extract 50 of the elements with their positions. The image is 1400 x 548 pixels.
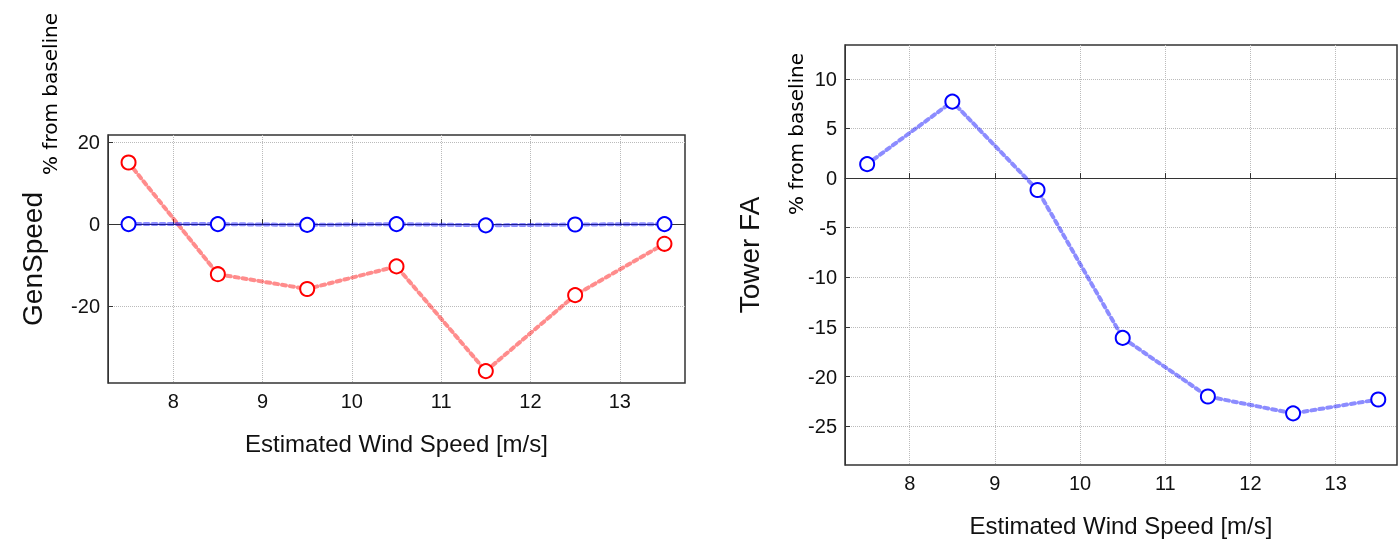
point xyxy=(859,156,876,173)
point xyxy=(944,93,961,110)
text: % from baseline xyxy=(38,12,62,175)
y-tick-label: 0 xyxy=(88,213,100,236)
y-tick-label: -10 xyxy=(808,266,837,289)
y-tick-label: 5 xyxy=(825,117,837,140)
point xyxy=(120,216,137,233)
y-tick-label: -20 xyxy=(808,365,837,388)
point xyxy=(656,235,673,252)
point xyxy=(477,217,494,234)
x-tick-label: 13 xyxy=(1324,472,1347,494)
text: % from baseline xyxy=(784,52,808,215)
y-tick-label: 20 xyxy=(77,130,100,153)
x-axis-title: Estimated Wind Speed [m/s] xyxy=(245,429,548,457)
x-tick-label: 9 xyxy=(989,472,1001,494)
y-tick-label: -15 xyxy=(808,315,837,338)
point xyxy=(567,216,584,233)
x-tick-label: 11 xyxy=(1154,472,1176,494)
x-tick-label: 10 xyxy=(1068,472,1092,494)
point xyxy=(299,280,316,297)
point xyxy=(477,363,494,380)
point xyxy=(209,216,226,233)
y-tick-label: 10 xyxy=(814,67,837,90)
x-tick-label: 9 xyxy=(256,390,269,412)
x-axis-title: Estimated Wind Speed [m/s] xyxy=(969,511,1273,539)
point xyxy=(120,154,137,171)
y-axis-title: GenSpeed xyxy=(16,192,48,326)
point xyxy=(388,216,405,233)
point xyxy=(1285,405,1302,422)
x-tick-label: 10 xyxy=(340,390,363,412)
point xyxy=(1370,391,1387,408)
y-tick-label: -25 xyxy=(808,415,837,438)
point xyxy=(1199,388,1216,405)
y-tick-label: 0 xyxy=(825,167,837,190)
point xyxy=(299,216,316,233)
point xyxy=(1029,181,1046,198)
x-tick-label: 8 xyxy=(167,390,179,412)
y-axis-title: Tower FA xyxy=(733,196,765,314)
y-tick-label: -20 xyxy=(71,295,100,318)
x-tick-label: 8 xyxy=(904,472,916,494)
point xyxy=(209,266,226,283)
x-tick-label: 12 xyxy=(519,390,542,412)
point xyxy=(1114,329,1131,346)
y-tick-label: -5 xyxy=(819,216,837,239)
point xyxy=(656,216,673,233)
x-tick-label: 12 xyxy=(1239,472,1262,494)
x-tick-label: 11 xyxy=(430,390,452,412)
x-tick-label: 13 xyxy=(608,390,631,412)
point xyxy=(567,287,584,304)
point xyxy=(388,258,405,275)
